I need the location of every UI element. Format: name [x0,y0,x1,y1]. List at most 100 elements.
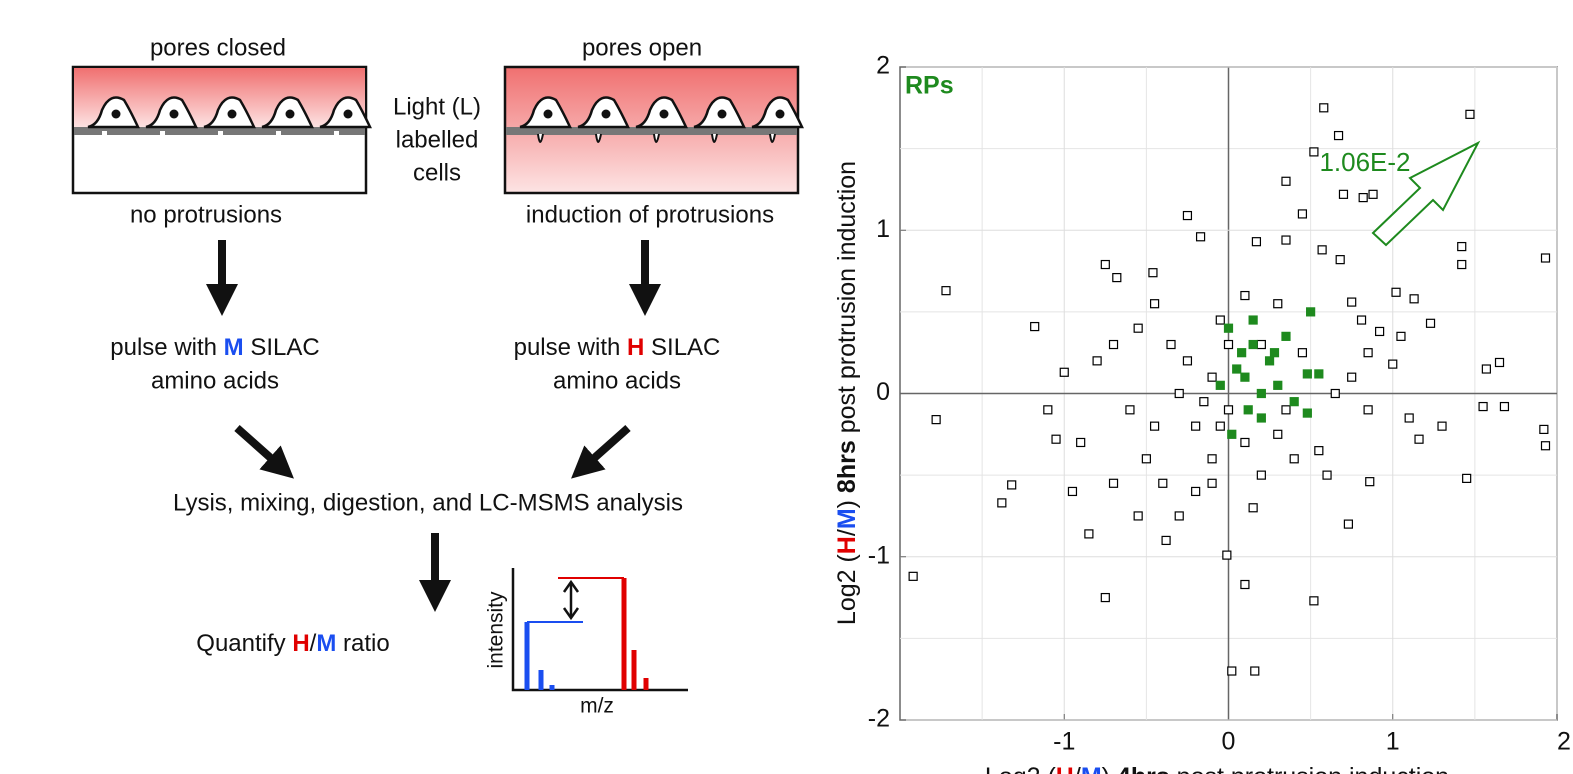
protein-point [1404,413,1414,423]
rp-point [1243,405,1253,415]
rp-point [1273,380,1283,390]
y-tick-label: 0 [876,378,890,406]
protein-point [1174,511,1184,521]
protein-point [1199,397,1209,407]
scatter-chart: RPs 1.06E-2 Log2 (H/M) 8hrs post protrus… [833,66,1558,774]
label: pores open [582,34,702,61]
protein-point [1368,189,1378,199]
pore [102,131,107,136]
protein-point [1343,519,1354,529]
label: induction of protrusions [526,201,774,228]
protein-point [1240,579,1250,590]
protein-point [1335,255,1345,265]
workflow-diagram: pores closed pores open Light (L) labell… [71,34,804,718]
protein-point [1108,478,1119,488]
protein-point [1322,470,1332,480]
y-tick-label: -2 [868,705,890,733]
protein-point [1227,666,1237,676]
x-axis-label: Log2 (H/M) 4hrs post protrusion inductio… [985,763,1449,774]
protein-point [1215,421,1225,431]
x-tick-label: 1 [1386,728,1400,756]
spectrum [511,568,688,692]
protrusion [769,133,776,143]
protein-point [1281,176,1291,186]
protrusion [595,133,602,143]
rp-point [1269,348,1280,358]
pore [334,131,339,136]
protein-point [1409,294,1419,304]
protein-point [1248,503,1258,513]
nucleus [343,109,353,119]
rp-point [1248,339,1258,350]
protein-point [1182,356,1193,366]
y-tick-label: -1 [868,541,890,569]
label: amino acids [553,367,681,394]
protein-point [1363,348,1373,358]
protein-point [1100,592,1110,603]
protein-point [1338,189,1349,199]
label: Quantify H/M ratio [196,630,389,657]
protein-point [1191,421,1201,431]
protein-point [1112,272,1122,283]
protein-point [1356,315,1367,325]
protein-point [1100,259,1110,270]
protein-point [1250,666,1260,676]
protein-point [1281,405,1291,415]
label: Light (L) [393,93,481,120]
protein-point [1076,437,1086,448]
nucleus [717,109,727,119]
y-tick-label: 1 [876,215,890,243]
protein-point [1148,268,1158,278]
protein-point [1125,405,1135,415]
rp-point [1248,315,1258,325]
protein-point [1084,529,1094,539]
protein-point [1539,424,1549,435]
protein-point [1195,232,1206,242]
protein-point [1067,486,1078,497]
label: cells [413,159,461,186]
nucleus [543,109,553,119]
protein-point [1273,429,1283,439]
protein-point [1043,405,1053,415]
protein-point [1174,388,1184,399]
protein-point [1462,473,1472,483]
y-axis-label: Log2 (H/M) 8hrs post protrusion inductio… [833,161,861,625]
protein-point [1437,421,1447,431]
protein-point [1007,480,1017,490]
protein-point [1414,434,1424,444]
protein-point [1256,470,1266,480]
protein-point [1425,318,1436,328]
protein-point [1333,130,1344,141]
protein-point [1358,193,1368,203]
label: no protrusions [130,201,282,228]
nucleus [111,109,121,119]
y-tick-label: 2 [876,52,890,80]
label: labelled [396,126,479,153]
rp-point [1237,348,1247,358]
protein-point [1092,356,1102,366]
protein-point [1540,441,1551,451]
protein-point [1149,299,1160,309]
protein-point [1133,323,1143,333]
nucleus [285,109,295,119]
series-label: RPs [905,72,954,100]
protein-point [1207,478,1217,488]
rp-point [1215,380,1225,390]
label: pores closed [150,34,286,61]
protein-point [1030,321,1040,332]
nucleus [775,109,785,119]
protein-point [1481,364,1491,374]
protein-point [1457,241,1467,252]
protein-point [1191,486,1201,497]
protein-point [1182,210,1193,221]
nucleus [227,109,237,119]
protein-point [1494,357,1505,368]
protrusion [653,133,660,143]
protein-point [1207,372,1217,382]
protein-point [1059,367,1069,377]
membrane [506,127,797,135]
rp-point [1223,323,1234,333]
label: Lysis, mixing, digestion, and LC-MSMS an… [173,489,683,516]
rp-point [1264,356,1275,366]
